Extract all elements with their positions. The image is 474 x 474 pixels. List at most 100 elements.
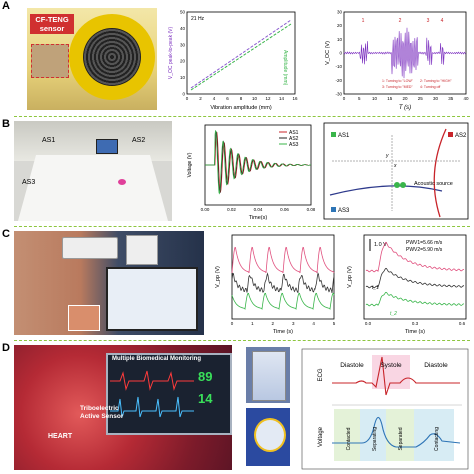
chart-a2-ylabel: V_OC (V) bbox=[325, 41, 331, 65]
chart-c2: 1.0 V PWV1=5.66 m/s PWV2=5.90 m/s t_1 t_… bbox=[347, 234, 467, 335]
chart-b-ylabel: Voltage (V) bbox=[187, 152, 193, 177]
voltage-wave bbox=[332, 416, 461, 448]
chart-a2-legend-item: 1: Turning to "LOW" bbox=[382, 79, 414, 83]
chart-a2-legend-item: 3: Turning to "MED" bbox=[382, 85, 413, 89]
voltage-label: Voltage bbox=[318, 426, 324, 447]
chart-a2-ytick: 0 bbox=[339, 51, 342, 56]
chart-a1-frame bbox=[186, 11, 296, 95]
separator-cd bbox=[14, 340, 470, 341]
diagram-b-localization: AS1 AS2 AS3 Acoustic source y x bbox=[323, 122, 469, 220]
series-amplitude bbox=[190, 23, 292, 91]
photo-as3: AS3 bbox=[22, 179, 36, 186]
chart-a2-marker: 1 bbox=[362, 18, 365, 24]
monitor-display bbox=[106, 353, 232, 435]
chart-a2-ytick: -10 bbox=[335, 64, 342, 69]
chart-c2-xtick: 0.0 bbox=[365, 321, 372, 326]
chart-a2: 1 2 3 4 1: Turning to "LOW" 2: Turning to "H… bbox=[325, 10, 469, 112]
chart-b-xlabel: Time(s) bbox=[249, 215, 268, 221]
hyperbola-red bbox=[433, 128, 447, 218]
chart-a1-xtick: 4 bbox=[213, 96, 216, 101]
series-vpp bbox=[190, 19, 292, 89]
chart-a2-ytick: -30 bbox=[335, 92, 342, 97]
chart-c2-pwv2: PWV2=5.90 m/s bbox=[406, 247, 443, 253]
panel-letter-a: A bbox=[2, 0, 10, 12]
chart-b-xtick: 0.08 bbox=[307, 207, 315, 212]
chart-a2-marker: 2 bbox=[399, 18, 402, 24]
chart-c2-tag-t2: t_2 bbox=[390, 311, 397, 317]
chart-a2-marker: 3 bbox=[427, 18, 430, 24]
chart-a2-xtick: 15 bbox=[387, 96, 393, 101]
monitor-waves bbox=[110, 370, 194, 418]
chart-a1-ytick: 10 bbox=[180, 75, 186, 80]
chart-c2-ylabel: V_pp (V) bbox=[347, 266, 353, 288]
chart-b-xtick: 0.02 bbox=[227, 207, 236, 212]
illustration-heart-monitoring: Multiple Biomedical Monitoring 89 14 Tri… bbox=[14, 345, 232, 470]
chart-a2-xtick: 40 bbox=[463, 96, 469, 101]
photo-sensor-device-1 bbox=[246, 347, 290, 403]
sensor-wire-inset bbox=[62, 237, 118, 259]
chart-c2-tag-t1: t_1 bbox=[372, 285, 379, 291]
chart-c2-xlabel: Time (s) bbox=[405, 329, 425, 335]
state-separated: Separated bbox=[398, 427, 404, 450]
chart-c1-series bbox=[231, 246, 335, 274]
panel-letter-b: B bbox=[2, 118, 10, 130]
chart-c2-series bbox=[365, 267, 465, 289]
phase-band-4 bbox=[414, 409, 454, 461]
state-contacting: Contacting bbox=[434, 427, 440, 451]
chart-a2-xtick: 30 bbox=[433, 96, 439, 101]
chart-a2-legend-item: 4: Turning off bbox=[420, 85, 440, 89]
phase-diastole-1: Diastole bbox=[340, 362, 364, 369]
finger-inset bbox=[68, 305, 100, 331]
chart-a2-xtick: 0 bbox=[343, 96, 346, 101]
chart-a2-xtick: 20 bbox=[402, 96, 408, 101]
chart-c2-xtick: 0.3 bbox=[412, 321, 419, 326]
panel-letter-c: C bbox=[2, 228, 10, 240]
series-voc bbox=[343, 27, 466, 79]
chart-c1-xtick: 1 bbox=[251, 321, 254, 326]
chart-a2-ytick: -20 bbox=[335, 78, 342, 83]
chart-a1-ylabel: V_OC peak-to-peak (V) bbox=[168, 27, 174, 80]
chart-a1-xtick: 8 bbox=[240, 96, 243, 101]
monitor-value-1: 89 bbox=[198, 369, 213, 384]
chart-a1-ytick: 20 bbox=[180, 59, 186, 64]
chart-a2-marker: 4 bbox=[441, 18, 444, 24]
chart-a1-ytick: 40 bbox=[180, 26, 186, 31]
diagram-label-as3: AS3 bbox=[338, 208, 350, 214]
chart-c1-xlabel: Time (s) bbox=[273, 329, 293, 335]
chart-a1-xtick: 10 bbox=[252, 96, 258, 101]
state-contacted: Contacted bbox=[346, 427, 352, 450]
chart-a2-xlabel: T (s) bbox=[399, 105, 411, 111]
heart-annotation: HEART bbox=[48, 433, 73, 440]
chart-c2-frame bbox=[363, 234, 467, 320]
sensor-ring-inset bbox=[126, 235, 158, 265]
acoustic-source-dot bbox=[118, 179, 126, 185]
chart-a1-xlabel: Vibration amplitude (mm) bbox=[210, 105, 272, 111]
chart-c2-series bbox=[365, 241, 465, 273]
monitor-title: Multiple Biomedical Monitoring bbox=[112, 356, 201, 362]
chart-a1-xtick: 2 bbox=[199, 96, 202, 101]
diagram-label-y: y bbox=[385, 153, 389, 159]
chart-a1: 21 Hz Vibration amplitude (mm) V_OC peak… bbox=[168, 10, 298, 112]
diagram-d-ecg-voltage: ECG Voltage Diastole Systole Diastole Co… bbox=[301, 348, 469, 470]
chart-a1-xtick: 14 bbox=[279, 96, 285, 101]
chart-a2-ytick: 30 bbox=[337, 10, 343, 15]
phase-band-3 bbox=[386, 409, 414, 461]
chart-c1-xtick: 4 bbox=[312, 321, 315, 326]
separator-bc bbox=[14, 226, 470, 227]
chart-c1-series bbox=[231, 272, 335, 294]
diagram-b-frame bbox=[323, 122, 469, 220]
chart-a1-ytick: 50 bbox=[180, 10, 186, 15]
chart-a1-xtick: 6 bbox=[226, 96, 229, 101]
chart-a1-xtick: 0 bbox=[186, 96, 189, 101]
series-as3 bbox=[205, 130, 312, 195]
phase-band-1 bbox=[334, 409, 360, 461]
photo-as2: AS2 bbox=[132, 137, 146, 144]
diagram-as1-marker bbox=[331, 132, 336, 137]
chart-a2-xtick: 35 bbox=[448, 96, 454, 101]
chart-b-legend-item: AS1 bbox=[289, 130, 299, 136]
chart-c1-xtick: 5 bbox=[333, 321, 336, 326]
chart-a2-legend-item: 2: Turning to "HIGH" bbox=[420, 79, 452, 83]
chart-b-xtick: 0.04 bbox=[254, 207, 263, 212]
photo-pulse-measurement bbox=[14, 231, 204, 335]
systole-band bbox=[372, 355, 410, 389]
